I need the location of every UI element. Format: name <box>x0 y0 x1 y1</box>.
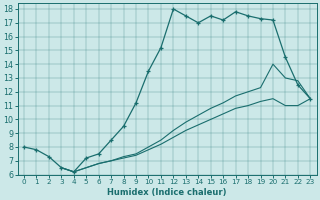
X-axis label: Humidex (Indice chaleur): Humidex (Indice chaleur) <box>108 188 227 197</box>
